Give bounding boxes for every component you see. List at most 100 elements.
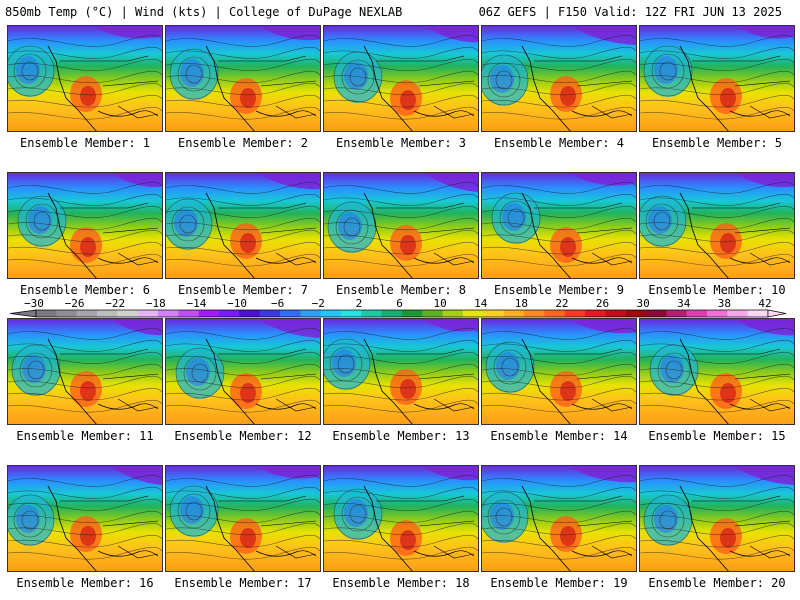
- colorbar-swatch: [320, 310, 342, 317]
- ensemble-member-label: Ensemble Member: 1: [19, 136, 151, 150]
- ensemble-member-label: Ensemble Member: 7: [177, 283, 309, 297]
- colorbar-swatch: [544, 310, 565, 317]
- colorbar-swatch: [219, 310, 240, 317]
- colorbar-swatch: [524, 310, 545, 317]
- ensemble-member-label: Ensemble Member: 14: [490, 429, 628, 443]
- colorbar-swatch: [361, 310, 382, 317]
- ensemble-member-map: [481, 172, 637, 279]
- ensemble-member-label: Ensemble Member: 4: [493, 136, 625, 150]
- colorbar-swatch: [442, 310, 464, 317]
- colorbar-tick-label: −26: [64, 297, 85, 310]
- temperature-colorbar: [9, 309, 787, 318]
- ensemble-member-map: [323, 465, 479, 572]
- ensemble-member-label: Ensemble Member: 5: [651, 136, 783, 150]
- colorbar-swatch: [686, 310, 708, 317]
- colorbar-tick-label: 38: [717, 297, 731, 310]
- colorbar-swatch: [76, 310, 98, 317]
- colorbar-swatch: [747, 310, 769, 317]
- colorbar-tick-label: −18: [145, 297, 166, 310]
- ensemble-member-map: [323, 172, 479, 279]
- colorbar-swatch: [564, 310, 586, 317]
- ensemble-member-label: Ensemble Member: 2: [177, 136, 309, 150]
- colorbar-swatch: [381, 310, 403, 317]
- colorbar-arrow-right: [767, 309, 787, 318]
- colorbar-swatch: [483, 310, 504, 317]
- colorbar-swatch: [300, 310, 321, 317]
- colorbar-tick-label: 10: [433, 297, 447, 310]
- ensemble-member-map: [165, 25, 321, 132]
- chart-title-left: 850mb Temp (°C) | Wind (kts) | College o…: [5, 5, 403, 19]
- colorbar-tick-label: 14: [474, 297, 488, 310]
- colorbar-tick-label: 42: [758, 297, 772, 310]
- colorbar-tick-label: 2: [355, 297, 363, 310]
- colorbar-tick-label: 34: [677, 297, 691, 310]
- ensemble-member-label: Ensemble Member: 15: [648, 429, 786, 443]
- ensemble-member-label: Ensemble Member: 10: [648, 283, 786, 297]
- ensemble-member-map: [165, 172, 321, 279]
- colorbar-swatch: [259, 310, 281, 317]
- ensemble-member-map: [481, 465, 637, 572]
- colorbar-swatch: [36, 310, 57, 317]
- ensemble-member-label: Ensemble Member: 13: [332, 429, 470, 443]
- ensemble-member-label: Ensemble Member: 12: [174, 429, 312, 443]
- colorbar-swatch: [422, 310, 443, 317]
- colorbar-tick-label: −14: [186, 297, 207, 310]
- colorbar-swatch: [585, 310, 606, 317]
- ensemble-member-label: Ensemble Member: 3: [335, 136, 467, 150]
- colorbar-swatch: [666, 310, 687, 317]
- colorbar-tick-label: 6: [396, 297, 403, 310]
- ensemble-member-map: [7, 318, 163, 425]
- ensemble-member-label: Ensemble Member: 11: [16, 429, 154, 443]
- ensemble-member-map: [165, 318, 321, 425]
- ensemble-member-label: Ensemble Member: 6: [19, 283, 151, 297]
- ensemble-member-map: [639, 172, 795, 279]
- ensemble-member-map: [639, 465, 795, 572]
- colorbar-swatch: [137, 310, 159, 317]
- ensemble-member-label: Ensemble Member: 17: [174, 576, 312, 590]
- ensemble-member-map: [7, 172, 163, 279]
- ensemble-member-map: [165, 465, 321, 572]
- colorbar-swatch: [178, 310, 199, 317]
- colorbar-swatch: [605, 310, 626, 317]
- colorbar-swatch: [402, 310, 423, 317]
- colorbar-swatch: [239, 310, 260, 317]
- ensemble-member-map: [7, 465, 163, 572]
- ensemble-member-map: [7, 25, 163, 132]
- colorbar-tick-label: 22: [555, 297, 569, 310]
- colorbar-swatch: [727, 310, 748, 317]
- colorbar-swatch: [625, 310, 647, 317]
- ensemble-member-label: Ensemble Member: 16: [16, 576, 154, 590]
- colorbar-swatch: [646, 310, 667, 317]
- colorbar-swatch: [280, 310, 301, 317]
- colorbar-swatch: [503, 310, 525, 317]
- ensemble-member-map: [481, 318, 637, 425]
- colorbar-tick-label: −30: [24, 297, 44, 310]
- ensemble-member-label: Ensemble Member: 19: [490, 576, 628, 590]
- colorbar-arrow-left: [9, 309, 37, 318]
- colorbar-swatch: [117, 310, 138, 317]
- colorbar-tick-label: −6: [271, 297, 285, 310]
- colorbar-tick-label: −22: [105, 297, 126, 310]
- colorbar-swatch: [198, 310, 220, 317]
- ensemble-member-map: [323, 318, 479, 425]
- colorbar-tick-label: 26: [595, 297, 610, 310]
- ensemble-member-map: [639, 25, 795, 132]
- ensemble-member-map: [639, 318, 795, 425]
- colorbar-swatch: [341, 310, 362, 317]
- ensemble-member-label: Ensemble Member: 8: [335, 283, 467, 297]
- colorbar-tick-label: −2: [311, 297, 325, 310]
- colorbar-tick-label: 18: [514, 297, 528, 310]
- colorbar-swatch: [158, 310, 179, 317]
- colorbar-tick-label: 30: [636, 297, 650, 310]
- ensemble-member-map: [481, 25, 637, 132]
- ensemble-member-label: Ensemble Member: 9: [493, 283, 625, 297]
- ensemble-member-map: [323, 25, 479, 132]
- colorbar-swatch: [97, 310, 118, 317]
- colorbar-swatch: [56, 310, 77, 317]
- chart-title-right: 06Z GEFS | F150 Valid: 12Z FRI JUN 13 20…: [478, 5, 782, 19]
- colorbar-swatch: [707, 310, 728, 317]
- ensemble-member-label: Ensemble Member: 20: [648, 576, 786, 590]
- colorbar-swatch: [463, 310, 484, 317]
- colorbar-tick-label: −10: [227, 297, 247, 310]
- ensemble-member-label: Ensemble Member: 18: [332, 576, 470, 590]
